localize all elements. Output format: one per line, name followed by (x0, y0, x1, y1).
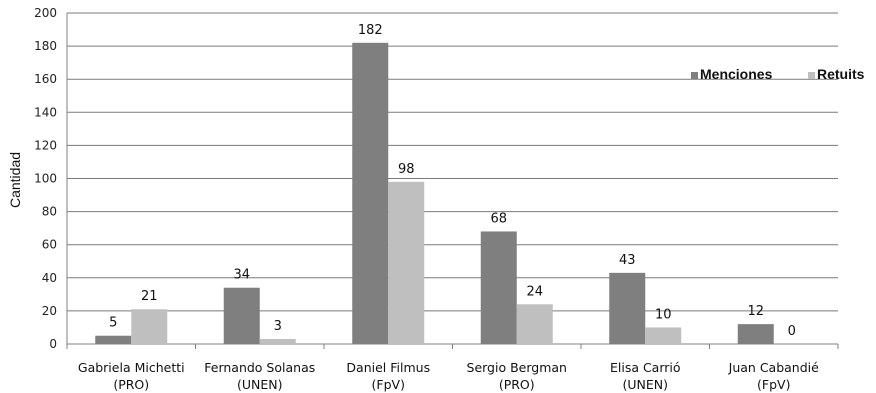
data-label-menciones-2: 182 (358, 23, 383, 38)
data-label-retuits-2: 98 (398, 162, 415, 177)
data-label-retuits-4: 10 (655, 307, 672, 322)
legend-swatch-retuits (808, 72, 815, 79)
data-label-retuits-1: 3 (274, 319, 282, 334)
grid-lines (66, 12, 839, 349)
data-label-retuits-5: 0 (788, 324, 796, 339)
category-label: (FpV) (757, 377, 790, 392)
category-label: (FpV) (372, 377, 405, 392)
y-tick-label: 40 (42, 271, 57, 285)
y-tick-label: 200 (34, 6, 57, 20)
y-tick-label: 120 (34, 138, 57, 152)
bar-retuits-2 (388, 181, 425, 344)
legend-label-retuits: Retuits (817, 66, 865, 82)
y-tick-label: 160 (34, 72, 57, 86)
data-label-menciones-3: 68 (490, 211, 507, 226)
bar-retuits-3 (516, 304, 553, 344)
data-label-menciones-4: 43 (619, 253, 636, 268)
category-label: Sergio Bergman (467, 360, 567, 375)
bar-menciones-1 (223, 287, 260, 344)
bars (95, 42, 774, 344)
legend-swatch-menciones (691, 72, 698, 79)
category-label: (PRO) (113, 377, 149, 392)
y-tick-label: 100 (34, 172, 57, 186)
bar-menciones-3 (480, 231, 517, 344)
y-tick-label: 80 (42, 205, 57, 219)
y-tick-label: 140 (34, 105, 57, 119)
category-label: Fernando Solanas (204, 360, 315, 375)
category-label: (UNEN) (622, 377, 668, 392)
bar-menciones-5 (737, 324, 774, 344)
category-label: (PRO) (499, 377, 535, 392)
data-label-menciones-5: 12 (747, 304, 764, 319)
bar-menciones-0 (95, 335, 132, 344)
category-labels: Gabriela Michetti (PRO) Fernando Solanas (U… (78, 360, 819, 392)
legend: Menciones Retuits (691, 66, 865, 82)
y-tick-labels: 0 20 40 60 80 100 120 140 160 180 200 (34, 6, 57, 351)
data-label-menciones-0: 5 (109, 316, 117, 331)
data-label-retuits-3: 24 (526, 284, 543, 299)
y-tick-label: 20 (42, 304, 57, 318)
y-tick-label: 180 (34, 39, 57, 53)
category-label: Gabriela Michetti (78, 360, 185, 375)
bar-retuits-0 (131, 309, 168, 344)
category-label: Elisa Carrió (610, 360, 681, 375)
y-tick-label: 60 (42, 238, 57, 252)
legend-label-menciones: Menciones (700, 66, 773, 82)
data-labels: 5 21 34 3 182 98 68 24 43 10 12 0 (109, 23, 796, 339)
y-tick-label: 0 (49, 337, 57, 351)
bar-menciones-2 (352, 42, 389, 344)
bar-menciones-4 (609, 272, 646, 344)
category-label: (UNEN) (237, 377, 283, 392)
category-label: Juan Cabandié (728, 360, 819, 375)
y-axis-title: Cantidad (7, 152, 23, 208)
data-label-retuits-0: 21 (141, 289, 158, 304)
bar-retuits-1 (259, 339, 296, 344)
bar-retuits-4 (645, 327, 682, 344)
data-label-menciones-1: 34 (233, 268, 250, 283)
category-label: Daniel Filmus (346, 360, 430, 375)
